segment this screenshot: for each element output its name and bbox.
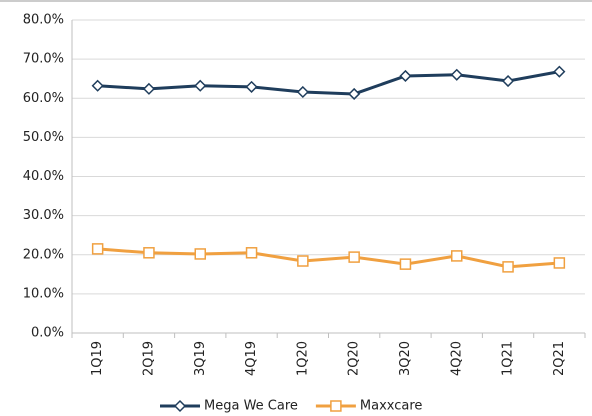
marker xyxy=(501,74,515,88)
x-tick-label: 3Q19 xyxy=(193,341,208,376)
marker xyxy=(450,68,463,81)
marker xyxy=(553,65,566,78)
marker xyxy=(142,82,156,95)
x-tick-label: 4Q20 xyxy=(449,341,464,376)
x-tick-label: 2Q19 xyxy=(141,341,156,376)
series-line xyxy=(97,247,560,269)
x-tick-label: 2Q20 xyxy=(347,341,362,376)
marker xyxy=(297,255,309,267)
marker xyxy=(245,247,258,259)
marker xyxy=(194,79,207,92)
marker xyxy=(143,247,155,259)
marker xyxy=(245,80,258,93)
x-tick-label: 3Q20 xyxy=(398,341,413,376)
y-tick-label: 60.0% xyxy=(23,91,64,106)
y-tick-label: 50.0% xyxy=(23,130,64,145)
legend-label: Maxxcare xyxy=(360,399,423,414)
y-tick-label: 80.0% xyxy=(23,13,64,28)
y-tick-label: 30.0% xyxy=(23,208,64,223)
x-tick-label: 2Q21 xyxy=(552,341,567,376)
x-tick-label: 4Q19 xyxy=(244,341,259,376)
legend-label: Mega We Care xyxy=(204,399,298,414)
y-tick-label: 20.0% xyxy=(23,247,64,262)
y-tick-label: 40.0% xyxy=(23,169,64,184)
x-tick-label: 1Q21 xyxy=(501,341,516,376)
y-tick-label: 10.0% xyxy=(23,286,64,301)
marker xyxy=(348,251,360,263)
marker xyxy=(348,87,361,101)
marker xyxy=(173,399,187,413)
marker xyxy=(296,85,309,99)
marker xyxy=(399,258,412,270)
y-tick-label: 70.0% xyxy=(23,52,64,67)
marker xyxy=(502,261,514,273)
marker xyxy=(91,243,104,255)
marker xyxy=(451,250,463,262)
y-tick-label: 0.0% xyxy=(31,326,64,341)
marker xyxy=(330,400,342,412)
marker xyxy=(399,69,412,83)
x-tick-label: 1Q19 xyxy=(90,341,105,376)
series-line xyxy=(97,70,560,96)
x-tick-label: 1Q20 xyxy=(295,341,310,376)
marker xyxy=(91,79,104,92)
marker xyxy=(553,257,566,269)
marker xyxy=(194,248,206,260)
